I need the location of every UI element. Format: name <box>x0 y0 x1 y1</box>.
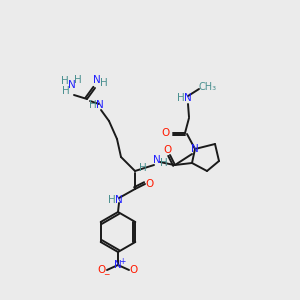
Text: H: H <box>160 158 168 168</box>
Text: N: N <box>96 100 104 110</box>
Text: O: O <box>146 179 154 189</box>
Text: N: N <box>93 75 101 85</box>
Text: CH₃: CH₃ <box>199 82 217 92</box>
Text: H: H <box>177 93 185 103</box>
Text: O: O <box>98 265 106 275</box>
Text: +: + <box>119 256 125 266</box>
Text: N: N <box>68 80 76 90</box>
Text: H: H <box>62 86 70 96</box>
Text: H: H <box>108 195 116 205</box>
Text: H: H <box>89 100 97 110</box>
Text: N: N <box>114 260 122 270</box>
Text: H: H <box>61 76 69 86</box>
Text: H: H <box>74 75 82 85</box>
Text: O: O <box>161 128 169 138</box>
Text: N: N <box>191 144 199 154</box>
Text: H: H <box>139 163 147 173</box>
Text: O: O <box>130 265 138 275</box>
Text: N: N <box>184 93 192 103</box>
Text: N: N <box>115 195 123 205</box>
Text: O: O <box>164 145 172 155</box>
Text: N: N <box>153 155 161 165</box>
Text: H: H <box>100 78 108 88</box>
Text: −: − <box>103 271 109 280</box>
